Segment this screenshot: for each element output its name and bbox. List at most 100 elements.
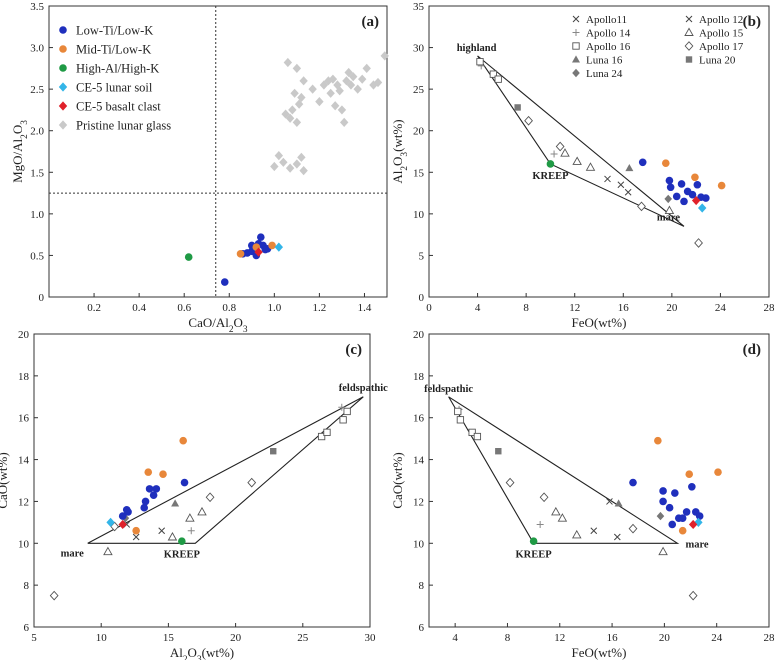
data-point bbox=[317, 432, 326, 441]
data-point bbox=[539, 492, 549, 503]
data-point bbox=[694, 517, 703, 527]
data-point bbox=[489, 70, 498, 78]
data-point bbox=[661, 159, 670, 167]
data-point bbox=[132, 526, 140, 535]
data-point bbox=[671, 489, 679, 497]
data-point bbox=[456, 416, 465, 424]
data-point bbox=[637, 201, 646, 212]
panel-c: 5 10 15 20 25 3068101214161820Al2O3(wt%)CaO(w… bbox=[0, 329, 388, 660]
legend-label: Mid-Ti/Low-K bbox=[76, 43, 151, 57]
series-apollo-12 bbox=[604, 175, 632, 196]
x-axis-label: FeO(wt%) bbox=[572, 645, 627, 660]
y-axis-label: CaO(wt%) bbox=[0, 452, 10, 508]
annotation-label: mare bbox=[61, 548, 84, 559]
y-tick-label: 15 bbox=[413, 167, 425, 179]
mixing-triangle bbox=[87, 396, 364, 544]
data-point bbox=[664, 205, 675, 214]
legend-label: Apollo11 bbox=[586, 14, 627, 26]
data-point bbox=[373, 77, 383, 88]
legend-marker bbox=[59, 26, 67, 34]
data-point bbox=[693, 180, 702, 189]
data-point bbox=[524, 115, 533, 126]
data-point bbox=[118, 512, 127, 520]
x-axis-label: Al2O3(wt%) bbox=[170, 645, 234, 660]
data-point bbox=[185, 513, 195, 522]
series-luna-24 bbox=[656, 511, 665, 521]
data-point bbox=[323, 428, 331, 437]
data-point bbox=[335, 86, 344, 96]
legend-marker bbox=[572, 42, 580, 50]
x-axis-label: FeO(wt%) bbox=[572, 315, 627, 330]
x-tick-label: 0.2 bbox=[87, 302, 101, 314]
y-tick-label: 1.5 bbox=[30, 167, 44, 179]
data-point bbox=[680, 197, 688, 206]
x-tick-label: 4 bbox=[452, 632, 458, 644]
data-point bbox=[617, 181, 625, 189]
data-point bbox=[624, 188, 632, 196]
data-point bbox=[362, 63, 371, 73]
data-point bbox=[638, 158, 647, 167]
legend-marker bbox=[685, 15, 693, 23]
data-point bbox=[299, 166, 308, 176]
series-ce-5-basalt-clast bbox=[254, 247, 263, 257]
series-low-ti-low-k bbox=[638, 158, 710, 206]
data-point bbox=[288, 105, 297, 115]
x-tick-label: 16 bbox=[618, 302, 630, 314]
legend-label: Apollo 15 bbox=[699, 28, 744, 40]
series-high-al-high-k bbox=[184, 253, 193, 261]
data-point bbox=[292, 159, 302, 169]
y-tick-label: 2.0 bbox=[30, 126, 44, 138]
legend-marker bbox=[58, 82, 68, 92]
data-point bbox=[691, 173, 699, 182]
y-axis-label: Al2O3(wt%) bbox=[390, 119, 410, 183]
series-apollo-12 bbox=[123, 521, 166, 535]
data-point bbox=[171, 499, 180, 507]
data-point bbox=[625, 164, 634, 172]
data-point bbox=[659, 487, 667, 495]
x-tick-label: 10 bbox=[96, 632, 108, 644]
data-point bbox=[254, 247, 263, 257]
y-tick-label: 0.5 bbox=[30, 250, 44, 262]
y-tick-label: 10 bbox=[18, 538, 30, 550]
y-tick-label: 25 bbox=[413, 84, 425, 96]
data-point bbox=[468, 428, 476, 437]
data-point bbox=[606, 498, 613, 505]
series-ce-5-lunar-soil bbox=[274, 242, 284, 252]
data-point bbox=[514, 104, 521, 111]
data-point bbox=[285, 113, 295, 123]
y-tick-label: 16 bbox=[18, 413, 30, 425]
data-point bbox=[629, 478, 637, 487]
data-point bbox=[685, 470, 694, 479]
legend-marker bbox=[572, 55, 580, 63]
series-luna-16 bbox=[625, 164, 634, 172]
data-point bbox=[297, 92, 306, 103]
legend-marker bbox=[58, 101, 68, 111]
series-ce-5-lunar-soil bbox=[106, 517, 115, 527]
data-point bbox=[476, 58, 484, 66]
legend-marker bbox=[572, 29, 580, 36]
series-low-ti-low-k bbox=[220, 233, 272, 286]
data-point bbox=[677, 180, 686, 188]
data-point bbox=[694, 238, 703, 248]
x-tick-label: 16 bbox=[607, 632, 619, 644]
plot-frame bbox=[48, 5, 388, 298]
legend-marker bbox=[685, 56, 693, 63]
data-point bbox=[132, 533, 140, 541]
data-point bbox=[529, 537, 538, 545]
x-tick-label: 20 bbox=[666, 302, 678, 314]
data-point bbox=[290, 88, 299, 98]
x-tick-label: 12 bbox=[554, 632, 565, 644]
data-point bbox=[358, 74, 367, 84]
y-tick-label: 8 bbox=[419, 580, 425, 592]
panel-label: (a) bbox=[362, 14, 380, 30]
data-point bbox=[672, 192, 681, 201]
data-point bbox=[585, 162, 596, 171]
data-point bbox=[292, 117, 302, 127]
y-tick-label: 0 bbox=[39, 292, 45, 304]
series-apollo-17 bbox=[505, 477, 698, 601]
panel-label: (d) bbox=[743, 342, 761, 358]
y-tick-label: 2.5 bbox=[30, 84, 44, 96]
data-point bbox=[698, 203, 707, 213]
